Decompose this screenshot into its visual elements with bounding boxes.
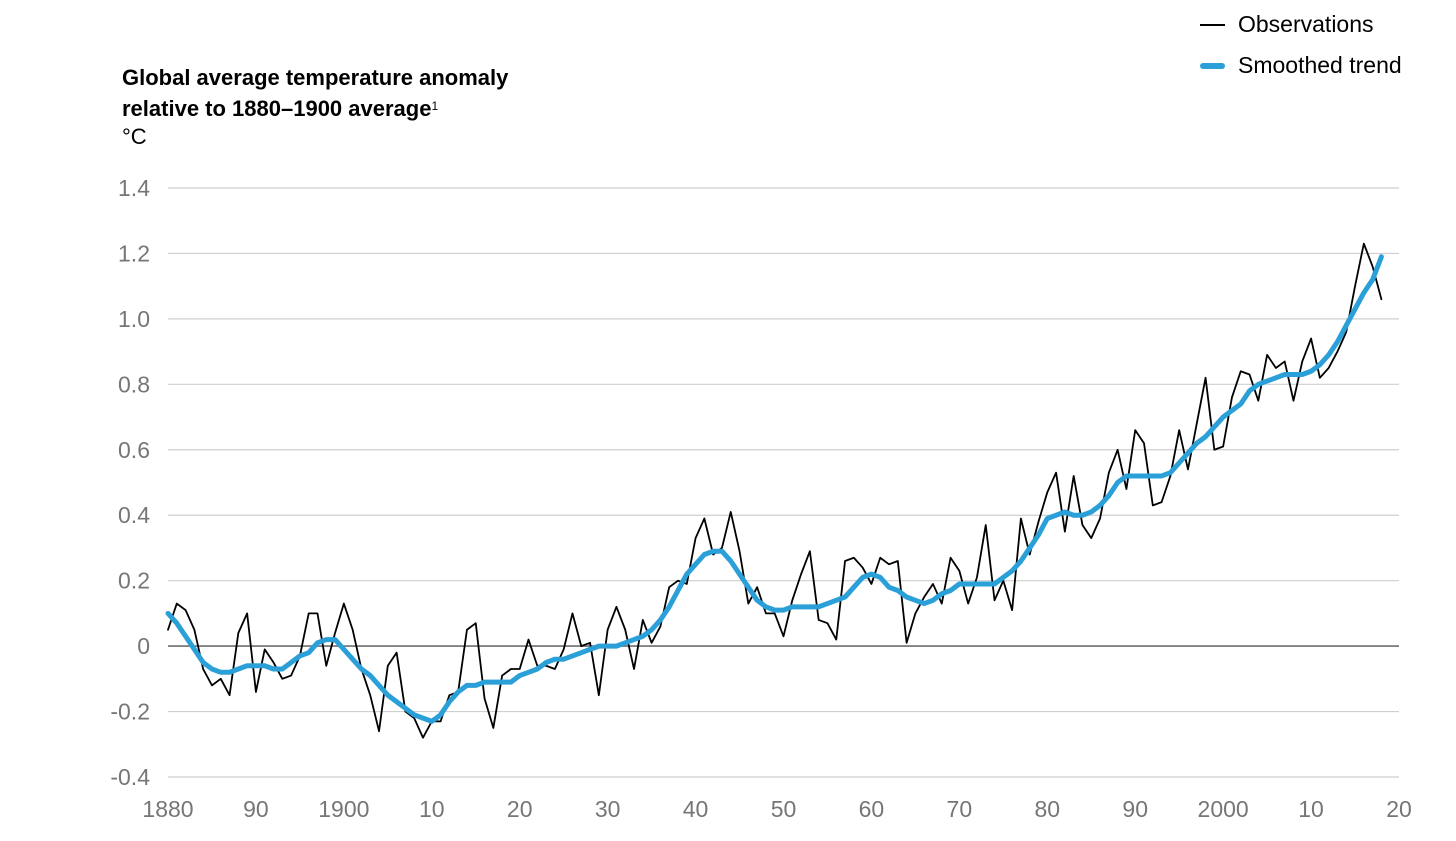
x-tick-label: 90 bbox=[1122, 796, 1148, 822]
y-tick-label: 0.6 bbox=[118, 437, 150, 463]
x-tick-label: 10 bbox=[419, 796, 445, 822]
legend-label-observations: Observations bbox=[1238, 11, 1374, 37]
x-tick-label: 90 bbox=[243, 796, 269, 822]
x-tick-label: 10 bbox=[1298, 796, 1324, 822]
chart-title-line-1: Global average temperature anomaly bbox=[122, 65, 509, 90]
y-tick-label: 1.4 bbox=[118, 175, 150, 201]
y-tick-label: 0 bbox=[137, 633, 150, 659]
x-tick-label: 50 bbox=[771, 796, 797, 822]
y-tick-label: 0.8 bbox=[118, 371, 150, 397]
x-tick-label: 20 bbox=[507, 796, 533, 822]
series-lines bbox=[165, 242, 1384, 739]
legend-item-smoothed-trend: Smoothed trend bbox=[1200, 45, 1402, 86]
smoothed-trend-swatch bbox=[1200, 62, 1225, 69]
x-tick-label: 1900 bbox=[318, 796, 369, 822]
y-tick-label: 0.2 bbox=[118, 568, 150, 594]
x-tick-label: 1880 bbox=[142, 796, 193, 822]
x-tick-label: 40 bbox=[683, 796, 709, 822]
y-tick-label: -0.4 bbox=[110, 764, 150, 790]
legend: Observations Smoothed trend bbox=[1200, 4, 1402, 86]
x-tick-label: 80 bbox=[1034, 796, 1060, 822]
y-tick-label: 0.4 bbox=[118, 502, 150, 528]
x-tick-label: 20 bbox=[1386, 796, 1412, 822]
chart-title: Global average temperature anomaly relat… bbox=[122, 62, 508, 124]
y-axis-ticks: 1.4 1.2 1.0 0.8 0.6 0.4 0.2 0 -0.2 -0.4 bbox=[110, 175, 150, 790]
chart-title-line-2: relative to 1880–1900 average1 bbox=[122, 96, 439, 121]
legend-item-observations: Observations bbox=[1200, 4, 1402, 45]
footnote-marker: 1 bbox=[431, 99, 439, 113]
x-tick-label: 2000 bbox=[1198, 796, 1249, 822]
y-tick-label: 1.0 bbox=[118, 306, 150, 332]
observations-line bbox=[167, 242, 1383, 739]
y-axis-unit: °C bbox=[122, 124, 147, 149]
x-tick-label: 70 bbox=[947, 796, 973, 822]
y-tick-label: 1.2 bbox=[118, 240, 150, 266]
smoothed-trend-line bbox=[165, 254, 1384, 724]
x-tick-label: 30 bbox=[595, 796, 621, 822]
gridlines bbox=[168, 187, 1399, 778]
y-tick-label: -0.2 bbox=[110, 699, 150, 725]
observations-swatch bbox=[1200, 23, 1225, 26]
x-tick-label: 60 bbox=[859, 796, 885, 822]
legend-label-smoothed-trend: Smoothed trend bbox=[1238, 52, 1402, 78]
x-axis-ticks: 1880 90 1900 10 20 30 40 50 60 70 80 90 2000 10 20 bbox=[142, 796, 1411, 822]
